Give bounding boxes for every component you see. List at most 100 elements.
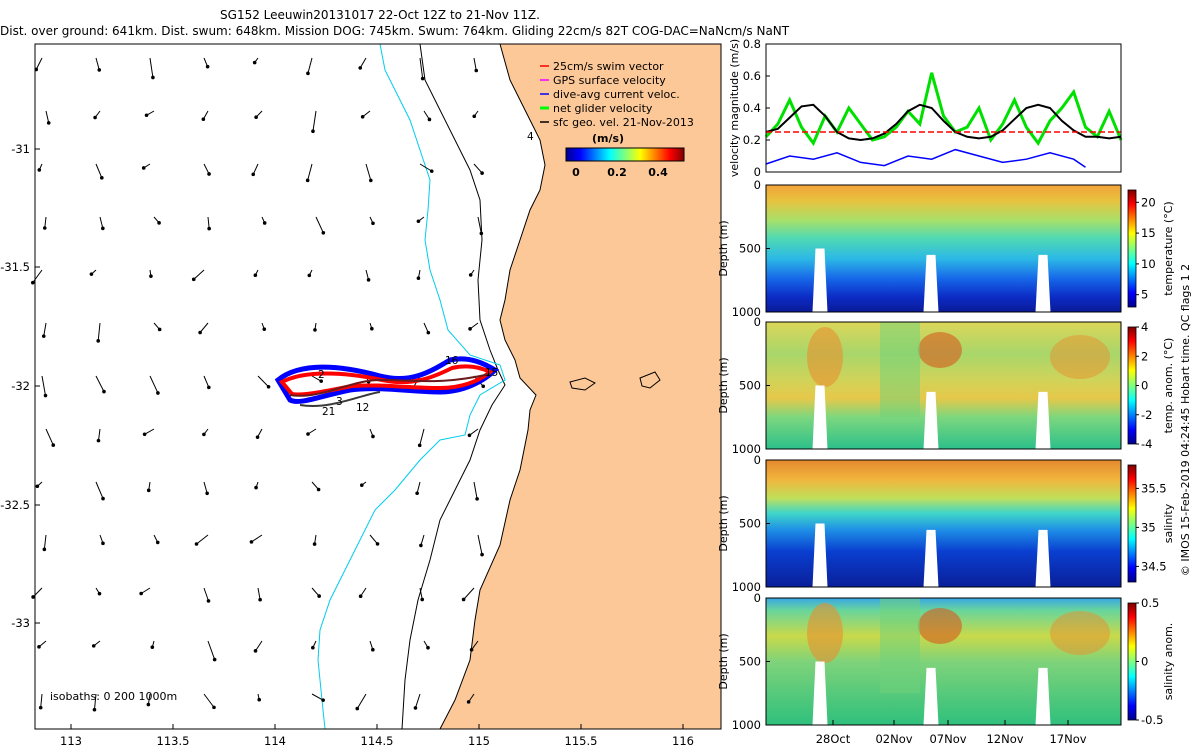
velocity-arrow xyxy=(311,587,320,597)
colorbar-tick-label: 34.5 xyxy=(1141,559,1167,573)
lat-tick: -31 xyxy=(11,142,30,156)
velocity-arrow xyxy=(315,216,324,233)
depth-axis-label: Depth (m) xyxy=(717,633,730,689)
velocity-arrow xyxy=(40,693,43,708)
colorbar-tick-label: -0.5 xyxy=(1141,713,1163,727)
velocity-arrow-head xyxy=(360,114,365,119)
velocity-ytick-label: 0.8 xyxy=(743,37,761,51)
depth-tick-label: 0 xyxy=(754,453,761,467)
velocity-arrow-head xyxy=(420,76,425,81)
velocity-arrow-head xyxy=(157,221,161,225)
colorbar-label: temp. anom. (°C) xyxy=(1162,338,1175,434)
velocity-arrow-head xyxy=(466,700,471,704)
velocity-arrow-head xyxy=(370,326,374,331)
velocity-arrow-head xyxy=(311,129,315,133)
velocity-arrow-head xyxy=(142,432,147,437)
velocity-arrow-head xyxy=(355,706,360,711)
velocity-arrow xyxy=(95,57,100,71)
velocity-arrow xyxy=(149,57,154,78)
depth-axis-label: Depth (m) xyxy=(717,357,730,413)
velocity-ytick-label: 0 xyxy=(754,165,761,179)
velocity-arrow-head xyxy=(469,647,474,652)
velocity-arrow-head xyxy=(266,384,271,389)
velocity-arrow-head xyxy=(420,597,425,602)
velocity-arrow-head xyxy=(306,71,310,76)
velocity-arrow xyxy=(307,57,313,74)
credit-text: © IMOS 15-Feb-2019 04:24:45 Hobart time.… xyxy=(1179,264,1192,576)
velocity-arrow xyxy=(43,534,47,550)
island xyxy=(569,377,596,391)
velocity-arrow xyxy=(44,216,47,229)
velocity-arrow xyxy=(99,216,104,229)
velocity-series-line xyxy=(765,148,1086,168)
date-tick-label: 02Nov xyxy=(875,732,912,746)
velocity-arrow xyxy=(307,163,313,181)
section-colorbar xyxy=(1127,464,1137,583)
colorbar-tick-label: -2 xyxy=(1141,408,1152,422)
velocity-arrow-head xyxy=(461,597,466,602)
velocity-arrow xyxy=(95,375,105,392)
velocity-arrow xyxy=(419,428,425,446)
colorbar-label: salinity xyxy=(1162,503,1175,543)
velocity-arrow xyxy=(32,269,43,283)
data-gap xyxy=(812,248,828,312)
velocity-arrow-head xyxy=(255,435,260,439)
velocity-arrow-head xyxy=(205,491,209,496)
velocity-arrow-head xyxy=(360,483,364,487)
velocity-arrow-head xyxy=(468,273,473,277)
velocity-arrow xyxy=(420,534,425,546)
velocity-arrow xyxy=(35,57,43,70)
data-gap xyxy=(812,661,828,725)
velocity-arrow-head xyxy=(101,226,105,231)
velocity-arrow-head xyxy=(252,60,257,65)
colorbar-tick-label: 4 xyxy=(1141,320,1148,334)
track-label: 21 xyxy=(322,406,335,418)
lon-tick: 115 xyxy=(468,734,490,748)
velocity-arrow xyxy=(207,216,210,229)
velocity-arrow-head xyxy=(358,66,363,70)
velocity-arrow xyxy=(414,693,421,709)
velocity-arrow xyxy=(471,640,479,651)
velocity-arrow-head xyxy=(479,231,484,236)
velocity-arrow-head xyxy=(415,491,419,496)
velocity-arrow xyxy=(93,693,97,710)
velocity-arrow-head xyxy=(253,273,258,278)
velocity-arrow xyxy=(207,640,216,660)
velocity-arrow xyxy=(311,693,324,701)
velocity-arrow-head xyxy=(472,114,477,119)
velocity-arrow-head xyxy=(30,280,35,285)
velocity-arrow-head xyxy=(151,75,155,80)
velocity-arrow-head xyxy=(475,497,479,501)
data-gap xyxy=(923,529,939,587)
lon-tick: 113.5 xyxy=(157,734,190,748)
lat-axis: -31 -31.5 -32 -32.5 -33 xyxy=(0,142,40,630)
velocity-arrow-head xyxy=(150,645,155,650)
velocity-arrow-head xyxy=(371,221,375,226)
velocity-arrow-head xyxy=(321,230,326,235)
velocity-arrow-head xyxy=(316,487,321,492)
legend-label: 25cm/s swim vector xyxy=(553,60,664,73)
velocity-arrow-head xyxy=(92,707,97,712)
section-panel: 0 500 1000 Depth (m) 4 2 0 -2 -4 temp. anom. (°C) xyxy=(717,315,1175,456)
data-gap xyxy=(812,523,828,587)
lat-tick: -33 xyxy=(11,616,30,630)
velocity-arrow xyxy=(419,57,424,79)
colorbar-tick-label: 35 xyxy=(1141,520,1156,534)
lon-tick: 114.5 xyxy=(361,734,394,748)
velocity-arrow xyxy=(97,322,101,341)
velocity-arrow-head xyxy=(369,178,373,183)
velocity-arrow xyxy=(149,375,159,394)
velocity-arrow xyxy=(365,163,372,181)
depth-tick-label: 1000 xyxy=(732,718,761,732)
data-gap xyxy=(812,385,828,449)
colorbar-tick-label: 5 xyxy=(1141,288,1148,302)
velocity-arrow-head xyxy=(42,547,47,552)
velocity-arrow-head xyxy=(253,649,258,653)
velocity-arrow-head xyxy=(312,542,317,546)
velocity-arrow-head xyxy=(89,272,94,276)
velocity-arrow xyxy=(473,481,478,499)
velocity-arrow xyxy=(43,322,47,337)
velocity-ytick-label: 0.6 xyxy=(743,69,761,83)
colorbar-tick-label: 0 xyxy=(1141,379,1148,393)
